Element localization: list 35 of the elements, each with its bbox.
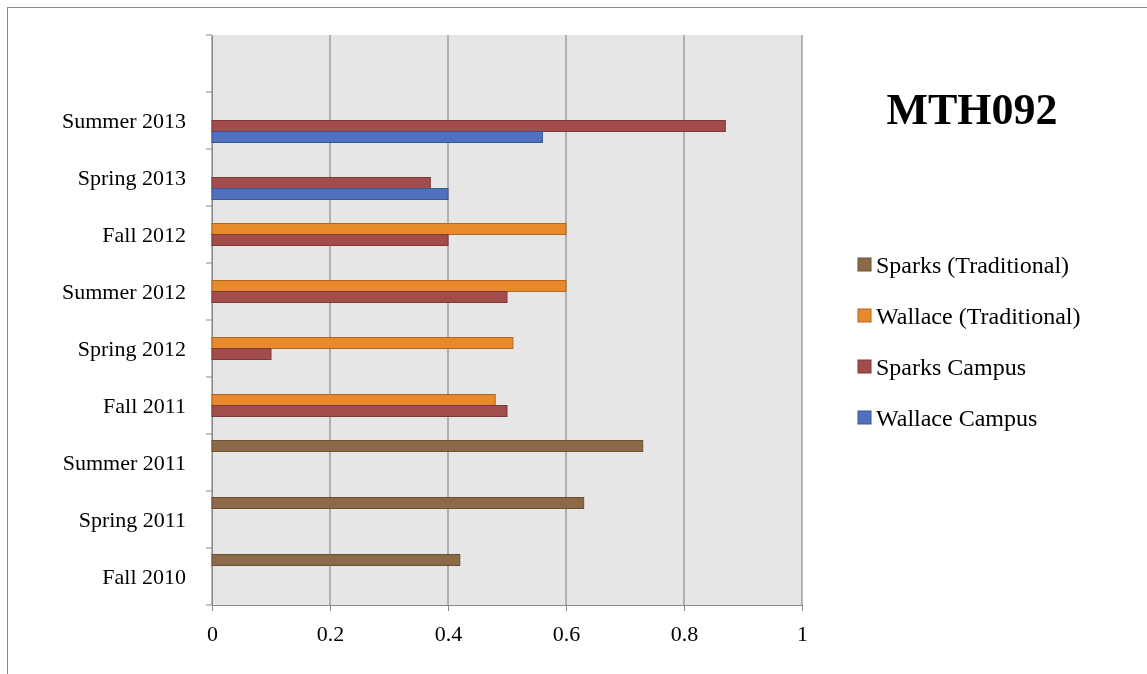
y-tick-label: Spring 2013	[77, 164, 186, 190]
x-tick-label: 1	[797, 620, 808, 646]
x-tick-label: 0.8	[670, 620, 699, 646]
bar	[211, 554, 461, 566]
bar	[211, 120, 726, 132]
bar	[211, 188, 449, 200]
legend-label: Wallace (Traditional)	[876, 303, 1081, 329]
y-tick-label: Summer 2013	[61, 107, 186, 133]
bar	[211, 131, 543, 143]
bar	[211, 497, 585, 509]
bar	[211, 291, 508, 303]
y-tick-label: Fall 2012	[102, 221, 186, 247]
y-tick-label: Spring 2012	[77, 335, 186, 361]
bar	[211, 394, 496, 406]
bar	[211, 177, 431, 189]
legend-label: Sparks (Traditional)	[876, 252, 1070, 278]
x-tick-label: 0.4	[434, 620, 463, 646]
legend-label: Sparks Campus	[876, 354, 1026, 380]
y-tick-label: Fall 2011	[103, 392, 186, 418]
x-tick-label: 0	[207, 620, 218, 646]
bar	[211, 348, 272, 360]
legend-label: Wallace Campus	[876, 405, 1038, 431]
bar	[211, 440, 644, 452]
x-tick-label: 0.2	[316, 620, 345, 646]
text: MTH092	[886, 85, 1058, 134]
y-tick-label: Spring 2011	[78, 506, 186, 532]
x-tick-label: 0.6	[552, 620, 581, 646]
bar	[211, 223, 567, 235]
y-tick-label: Fall 2010	[102, 563, 186, 589]
bar	[211, 234, 449, 246]
bar	[211, 337, 514, 349]
y-tick-label: Summer 2012	[61, 278, 186, 304]
y-tick-label: Summer 2011	[62, 449, 186, 475]
bar	[211, 280, 567, 292]
bar	[211, 405, 508, 417]
